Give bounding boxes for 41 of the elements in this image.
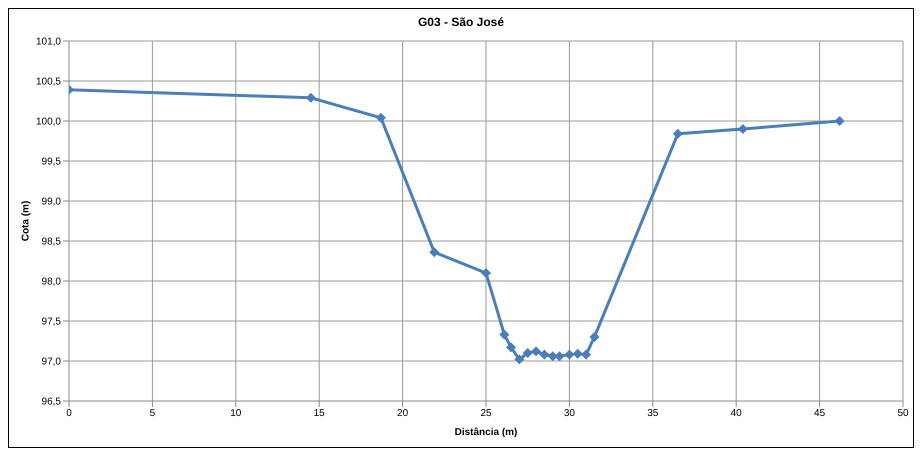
x-tick-label: 20 (397, 408, 409, 420)
y-tick-label: 99,0 (42, 196, 62, 208)
point (506, 342, 516, 352)
x-tick-label: 35 (647, 408, 659, 420)
y-tick-label: 100,0 (36, 116, 62, 128)
point (376, 112, 386, 123)
y-tick-label: 97,0 (42, 356, 62, 368)
point (738, 124, 748, 134)
x-tick-label: 10 (230, 408, 242, 420)
y-tick-label: 100,5 (36, 76, 62, 88)
point (572, 348, 583, 359)
point (481, 268, 491, 278)
x-tick-label: 15 (314, 408, 326, 420)
point (589, 332, 600, 342)
x-tick-label: 30 (564, 408, 576, 420)
y-tick-label: 101,0 (36, 36, 62, 48)
chart-title: G03 - São José (416, 15, 506, 29)
y-tick-label: 96,5 (42, 396, 62, 408)
y-tick-label: 98,5 (42, 236, 62, 248)
y-axis-title: Cota (m) (20, 200, 32, 242)
x-tick-label: 25 (480, 408, 492, 420)
x-tick-label: 0 (66, 408, 72, 420)
x-tick-label: 40 (730, 408, 742, 420)
point (306, 92, 316, 103)
x-tick-label: 45 (814, 408, 826, 420)
x-tick-label: 5 (150, 408, 156, 420)
point (539, 350, 550, 360)
point (429, 247, 440, 258)
point (531, 346, 542, 356)
point (499, 330, 510, 340)
point (672, 128, 683, 139)
point (581, 350, 592, 360)
point (564, 350, 574, 360)
x-tick-label: 50 (897, 408, 909, 420)
point (834, 116, 845, 126)
point (514, 354, 524, 364)
y-tick-label: 99,5 (42, 156, 62, 168)
y-tick-label: 97,5 (42, 316, 62, 328)
x-axis-title: Distância (m) (454, 427, 518, 438)
point (522, 348, 533, 358)
y-tick-label: 98,0 (42, 276, 62, 288)
